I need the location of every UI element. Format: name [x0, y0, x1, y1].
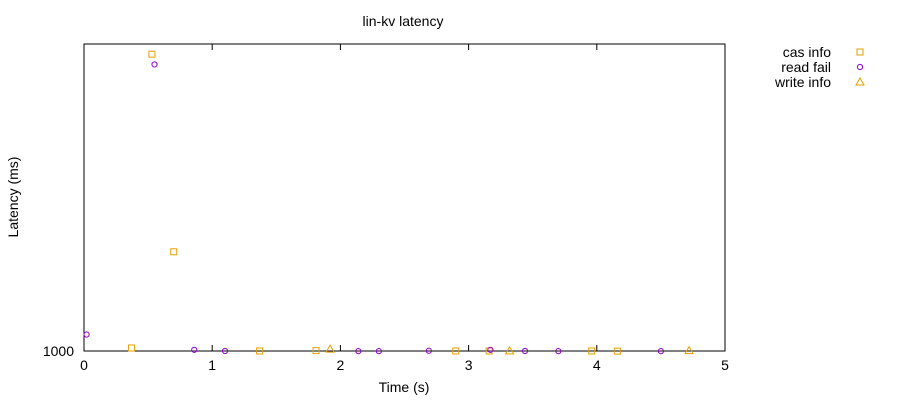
x-tick-label: 0	[80, 357, 88, 373]
read-fail-point	[657, 348, 665, 355]
legend-marker-write-info	[855, 76, 865, 86]
read-fail-point	[221, 347, 229, 355]
chart-title: lin-kv latency	[363, 13, 444, 29]
read-fail-point	[355, 348, 362, 355]
cas-info-point	[312, 347, 320, 355]
cas-info-point	[148, 50, 156, 58]
write-info-point	[684, 345, 694, 355]
read-fail-point	[191, 346, 198, 353]
cas-info-point	[256, 347, 264, 355]
y-axis-label: Latency (ms)	[5, 157, 21, 238]
read-fail-point	[555, 348, 562, 355]
cas-info-point	[127, 344, 135, 352]
y-axis: 1000	[43, 343, 725, 359]
write-info-point	[504, 345, 515, 355]
cas-info-point	[170, 248, 178, 256]
x-axis: 0 1 2 3 4 5	[80, 44, 729, 373]
x-tick-label: 3	[465, 357, 473, 373]
read-fail-point	[83, 331, 90, 338]
legend-label-read-fail: read fail	[781, 59, 831, 75]
x-tick-label: 5	[721, 357, 729, 373]
read-fail-point	[375, 348, 382, 355]
x-tick-label: 4	[593, 357, 601, 373]
legend-label-write-info: write info	[774, 74, 831, 90]
cas-info-point	[588, 347, 596, 355]
read-fail-point	[151, 61, 158, 68]
plot-frame	[83, 43, 726, 352]
x-tick-label: 2	[337, 357, 345, 373]
cas-info-point	[452, 347, 460, 355]
read-fail-point	[487, 346, 494, 353]
read-fail-point	[521, 347, 529, 355]
read-fail-point	[425, 347, 432, 354]
legend-marker-read-fail	[856, 63, 864, 71]
y-tick-label: 1000	[43, 343, 74, 359]
x-tick-label: 1	[208, 357, 216, 373]
write-info-point	[325, 344, 336, 353]
data-points	[83, 50, 694, 355]
cas-info-point	[613, 347, 621, 355]
legend-marker-cas-info	[856, 48, 864, 56]
x-axis-label: Time (s)	[379, 379, 430, 395]
legend-label-cas-info: cas info	[783, 44, 831, 60]
